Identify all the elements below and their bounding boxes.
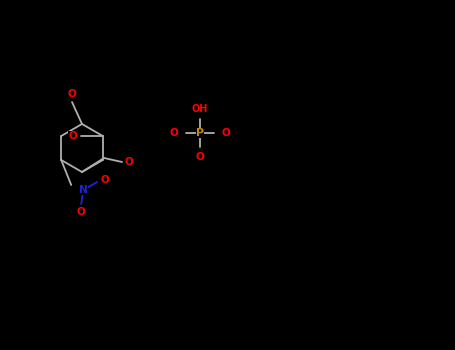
Text: P: P [196,128,204,138]
Text: OH: OH [192,104,208,114]
Text: O: O [196,152,204,162]
Text: O: O [170,128,178,138]
Text: O: O [68,131,77,141]
Text: O: O [125,157,133,167]
Text: N: N [79,185,88,195]
Text: O: O [77,207,86,217]
Text: O: O [222,128,230,138]
Text: O: O [68,89,76,99]
Text: O: O [101,175,110,185]
